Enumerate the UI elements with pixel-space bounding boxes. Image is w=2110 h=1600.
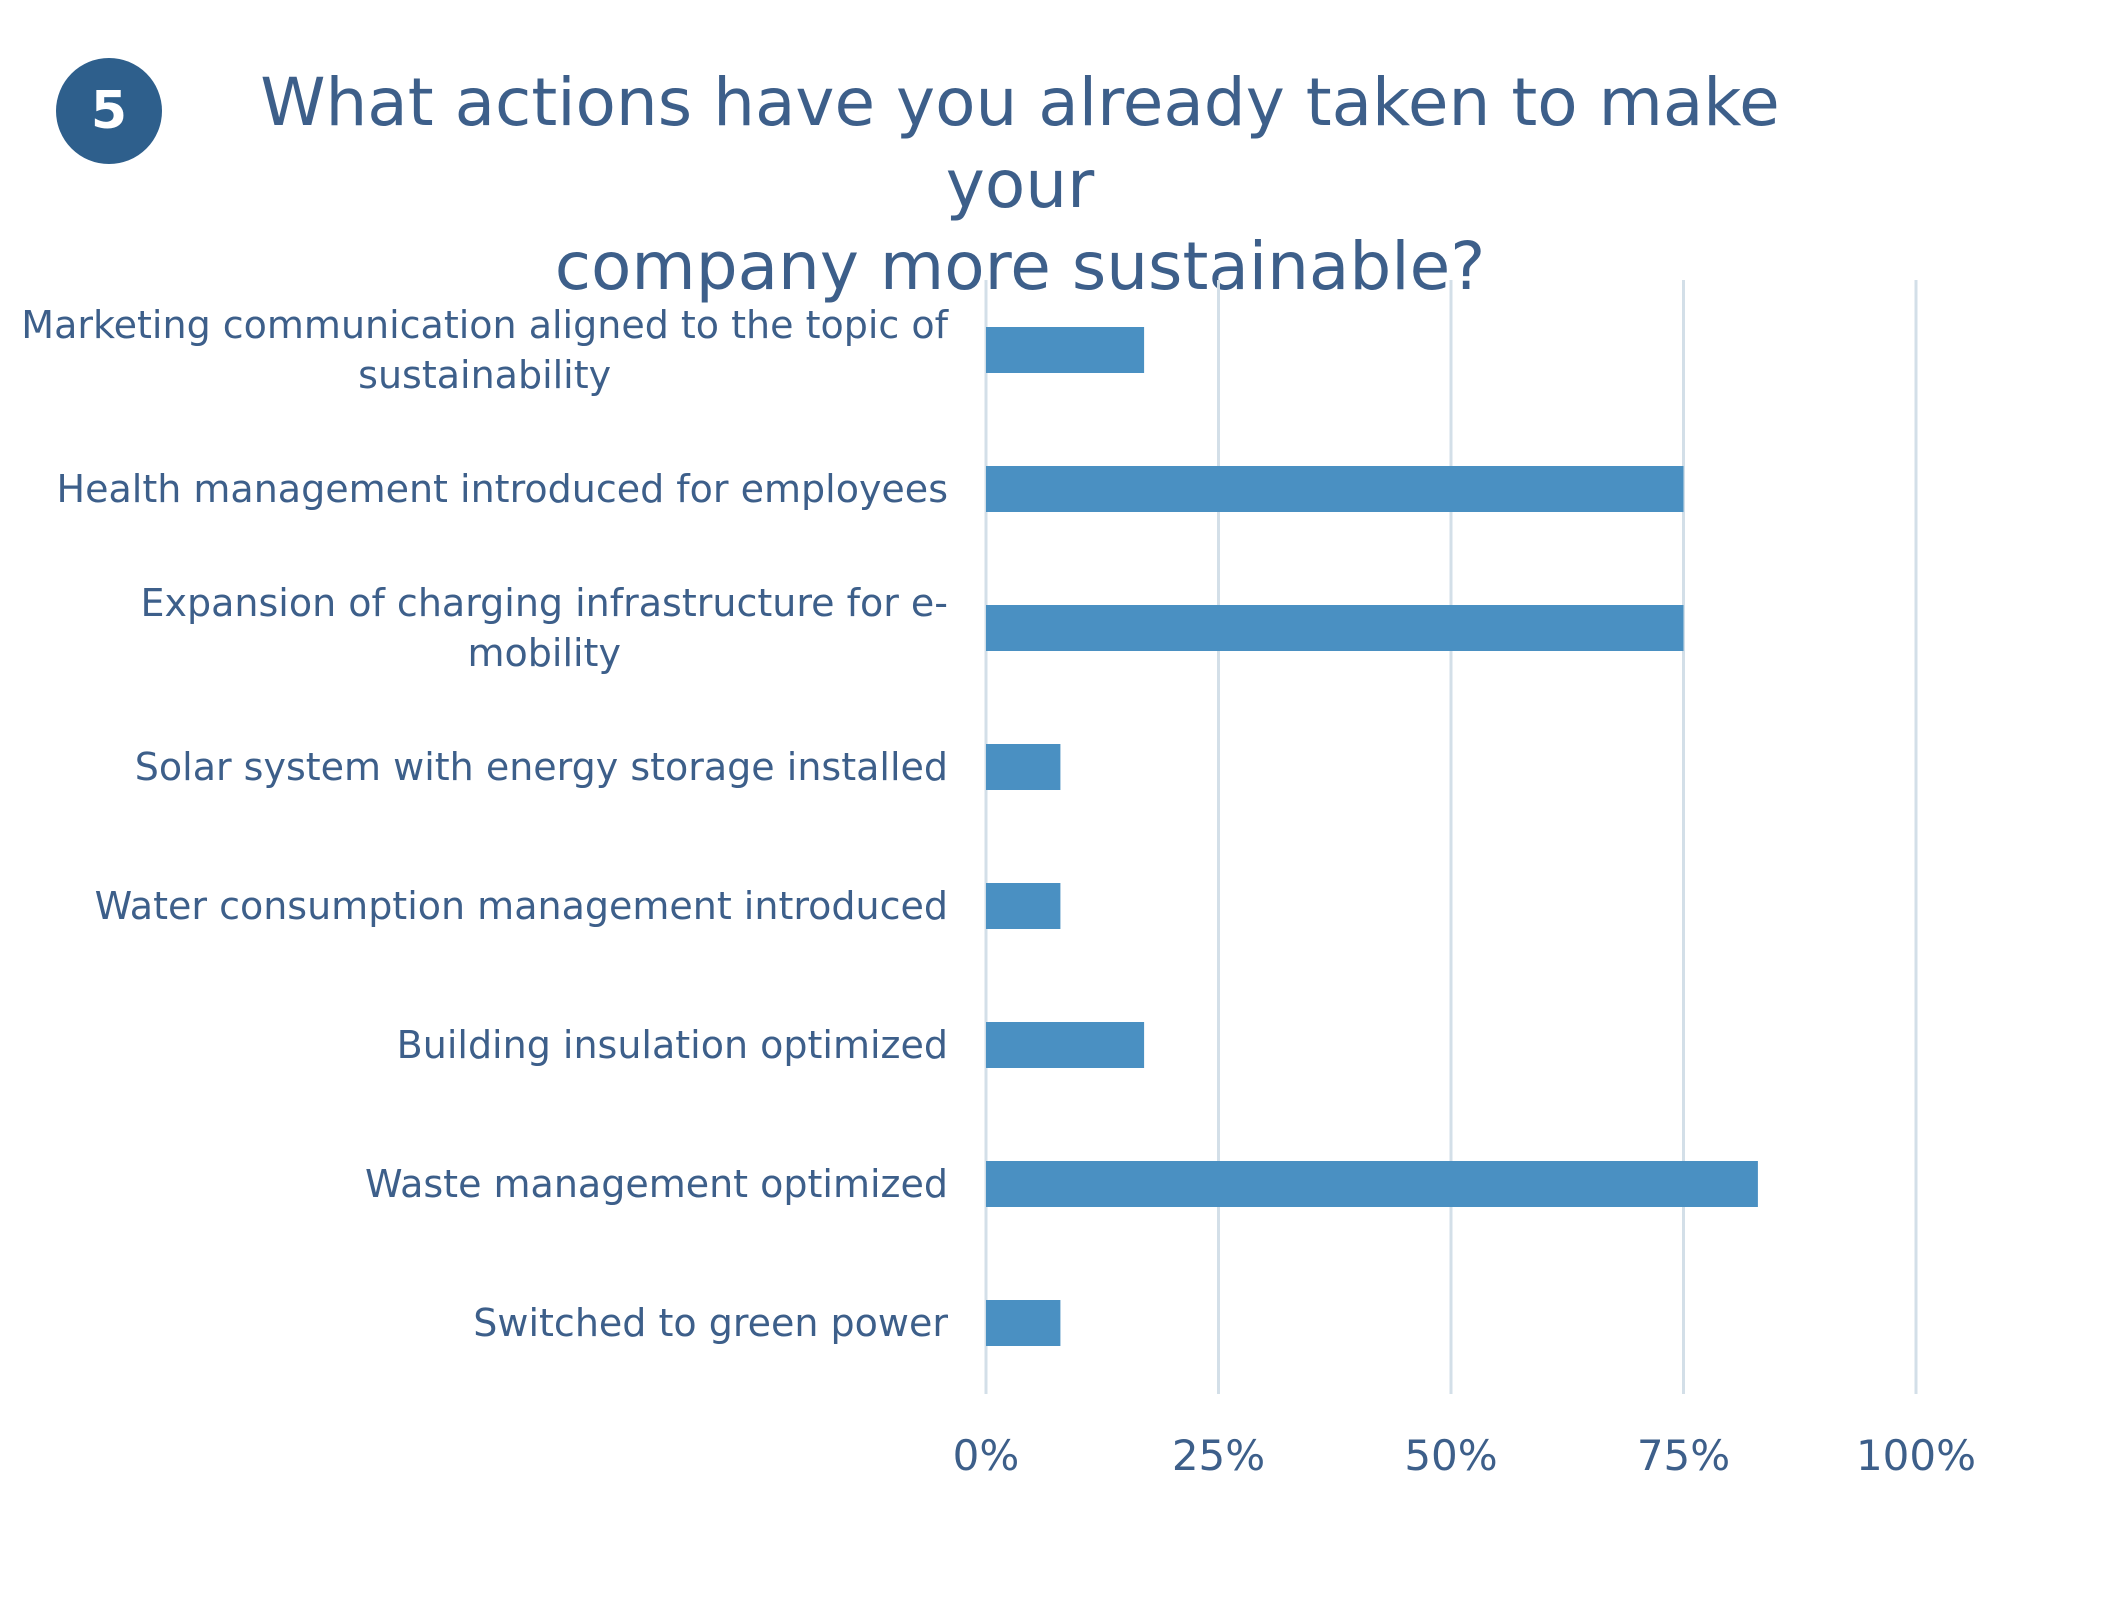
category-label-line: Switched to green power: [473, 1301, 948, 1345]
bar: [986, 605, 1684, 651]
category-label-line: sustainability: [358, 353, 611, 397]
category-label: Switched to green power: [473, 1301, 948, 1345]
bar: [986, 466, 1684, 512]
bar: [986, 1022, 1145, 1068]
chart-title: What actions have you already taken to m…: [180, 62, 1860, 308]
category-labels: Marketing communication aligned to the t…: [21, 303, 949, 1345]
category-label-line: Building insulation optimized: [397, 1023, 948, 1067]
bar: [986, 1300, 1061, 1346]
category-label-line: Water consumption management introduced: [95, 884, 948, 928]
category-label: Health management introduced for employe…: [57, 467, 948, 511]
category-label: Expansion of charging infrastructure for…: [140, 581, 948, 675]
bar: [986, 744, 1061, 790]
question-number: 5: [90, 81, 128, 141]
category-label-line: Waste management optimized: [365, 1162, 948, 1206]
category-label: Waste management optimized: [365, 1162, 948, 1206]
category-label-line: Solar system with energy storage install…: [135, 745, 948, 789]
category-label-line: Marketing communication aligned to the t…: [21, 303, 949, 347]
category-label: Solar system with energy storage install…: [135, 745, 948, 789]
question-number-badge: 5: [56, 58, 162, 164]
category-label: Marketing communication aligned to the t…: [21, 303, 949, 397]
x-tick-label: 100%: [1856, 1431, 1976, 1480]
x-tick-label: 50%: [1404, 1431, 1497, 1480]
x-tick-label: 0%: [953, 1431, 1020, 1480]
category-label: Water consumption management introduced: [95, 884, 948, 928]
bar: [986, 327, 1145, 373]
x-tick-label: 75%: [1637, 1431, 1730, 1480]
grid-lines: [984, 280, 1918, 1394]
chart-title-line-1: What actions have you already taken to m…: [260, 64, 1780, 223]
x-tick-label: 25%: [1172, 1431, 1265, 1480]
category-label-line: Expansion of charging infrastructure for…: [140, 581, 948, 625]
bars: [986, 327, 1758, 1346]
chart-title-line-2: company more sustainable?: [554, 228, 1486, 305]
category-label: Building insulation optimized: [397, 1023, 948, 1067]
x-tick-labels: 0% 25% 50% 75% 100%: [953, 1431, 1976, 1480]
bar: [986, 1161, 1758, 1207]
bar: [986, 883, 1061, 929]
category-label-line: Health management introduced for employe…: [57, 467, 948, 511]
category-label-line: mobility: [468, 631, 621, 675]
